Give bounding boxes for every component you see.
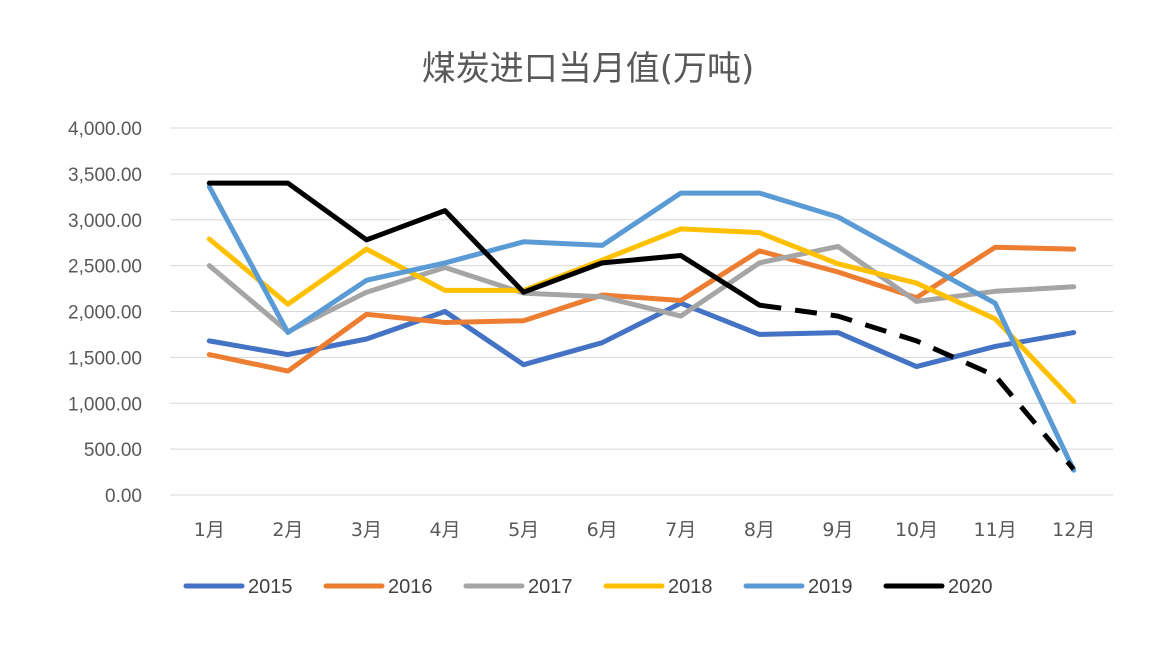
x-tick-label: 11月 — [974, 519, 1017, 541]
series-2018 — [206, 226, 1077, 404]
x-axis-ticks: 1月 2月 3月 4月 5月 6月 7月 8月 9月 10月 11月 12月 — [194, 519, 1096, 541]
legend-item-2017: 2017 — [463, 576, 573, 598]
legend-label: 2017 — [528, 576, 573, 598]
gridlines — [170, 127, 1113, 496]
series-2015 — [206, 300, 1077, 370]
x-tick-label: 2月 — [272, 519, 303, 541]
series-line-2017 — [206, 243, 1077, 335]
series-lines — [206, 180, 1077, 473]
series-2019 — [206, 184, 1077, 473]
x-tick-label: 9月 — [822, 519, 853, 541]
x-tick-label: 6月 — [587, 519, 618, 541]
legend-label: 2019 — [808, 576, 853, 598]
y-tick-label: 1,000.00 — [68, 394, 142, 415]
chart-title: 煤炭进口当月值(万吨) — [422, 49, 755, 89]
x-tick-label: 4月 — [429, 519, 460, 541]
legend-label: 2018 — [668, 576, 713, 598]
x-tick-label: 7月 — [665, 519, 696, 541]
series-line-2018 — [206, 226, 1077, 404]
y-tick-label: 1,500.00 — [68, 348, 142, 369]
x-tick-label: 12月 — [1052, 519, 1095, 541]
y-tick-label: 4,000.00 — [68, 119, 142, 140]
series-line-2020-dashed — [759, 302, 1076, 471]
series-line-2020-solid — [206, 180, 762, 308]
x-tick-label: 3月 — [351, 519, 382, 541]
series-line-2015 — [206, 300, 1077, 370]
series-2020 — [206, 180, 1076, 471]
legend-item-2019: 2019 — [743, 576, 853, 598]
legend: 2015 2016 2017 2018 2019 2020 — [183, 576, 993, 598]
legend-item-2016: 2016 — [323, 576, 433, 598]
x-tick-label: 1月 — [194, 519, 225, 541]
legend-label: 2016 — [388, 576, 433, 598]
y-tick-label: 3,000.00 — [68, 211, 142, 232]
y-axis-ticks: 0.00 500.00 1,000.00 1,500.00 2,000.00 2,500.… — [68, 119, 142, 507]
y-tick-label: 0.00 — [105, 486, 142, 507]
x-tick-label: 5月 — [508, 519, 539, 541]
legend-label: 2015 — [248, 576, 293, 598]
y-tick-label: 3,500.00 — [68, 165, 142, 186]
legend-label: 2020 — [948, 576, 993, 598]
y-tick-label: 2,000.00 — [68, 303, 142, 324]
legend-item-2020: 2020 — [883, 576, 993, 598]
x-tick-label: 10月 — [895, 519, 938, 541]
x-tick-label: 8月 — [744, 519, 775, 541]
y-tick-label: 2,500.00 — [68, 257, 142, 278]
series-line-2019 — [206, 184, 1077, 473]
legend-item-2018: 2018 — [603, 576, 713, 598]
series-2017 — [206, 243, 1077, 335]
legend-item-2015: 2015 — [183, 576, 293, 598]
y-tick-label: 500.00 — [84, 440, 142, 461]
